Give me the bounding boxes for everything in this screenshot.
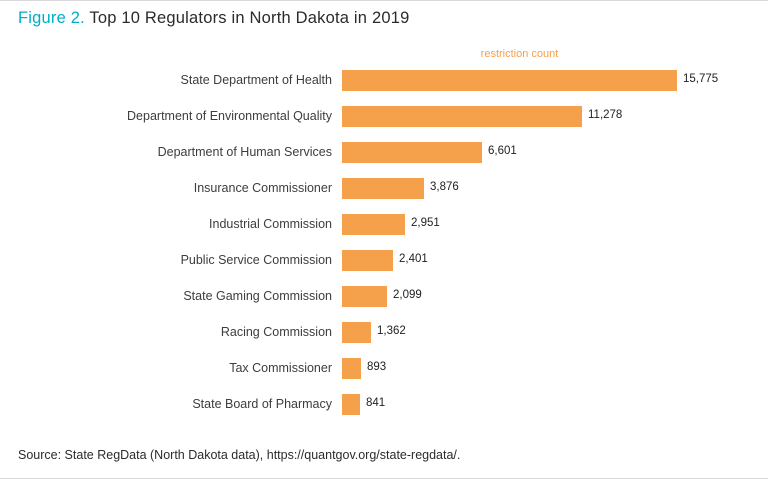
- category-label: Tax Commissioner: [229, 361, 332, 375]
- bar-value-label: 2,099: [393, 289, 422, 301]
- bar: [342, 321, 371, 343]
- category-label: Public Service Commission: [180, 253, 332, 267]
- bar: [342, 285, 387, 307]
- bar-value-label: 2,951: [411, 217, 440, 229]
- category-label: Racing Commission: [220, 325, 332, 339]
- bar-row: State Board of Pharmacy 841: [0, 386, 768, 422]
- bar-area: 1,362: [342, 321, 768, 343]
- bar-area: 2,099: [342, 285, 768, 307]
- bar: [342, 213, 405, 235]
- figure-title-text: Top 10 Regulators in North Dakota in 201…: [84, 9, 410, 27]
- bar: [342, 105, 582, 127]
- category-label: State Department of Health: [180, 73, 332, 87]
- bar-area: 893: [342, 357, 768, 379]
- bar-value-label: 1,362: [377, 325, 406, 337]
- bar-area: 6,601: [342, 141, 768, 163]
- figure-number-label: Figure 2.: [18, 9, 85, 27]
- bar-area: 841: [342, 393, 768, 415]
- bar-value-label: 2,401: [399, 253, 428, 265]
- bar-value-label: 6,601: [488, 145, 517, 157]
- bar-row: Industrial Commission 2,951: [0, 206, 768, 242]
- bar: [342, 393, 360, 415]
- category-label: State Gaming Commission: [183, 289, 332, 303]
- bar: [342, 357, 361, 379]
- category-label: State Board of Pharmacy: [192, 397, 332, 411]
- bar: [342, 69, 677, 91]
- bar-row: Tax Commissioner 893: [0, 350, 768, 386]
- bar-value-label: 3,876: [430, 181, 459, 193]
- bar-row: Department of Human Services 6,601: [0, 134, 768, 170]
- bar-value-label: 893: [367, 361, 387, 373]
- source-note: Source: State RegData (North Dakota data…: [18, 448, 461, 462]
- category-label: Department of Environmental Quality: [127, 109, 332, 123]
- bar-area: 15,775: [342, 69, 768, 91]
- bar-row: Insurance Commissioner 3,876: [0, 170, 768, 206]
- bar-chart: State Department of Health 15,775 Departme…: [0, 62, 768, 422]
- figure-title: Figure 2. Top 10 Regulators in North Dak…: [18, 9, 409, 28]
- bar-value-label: 15,775: [683, 73, 719, 85]
- bar-area: 3,876: [342, 177, 768, 199]
- bar-value-label: 841: [366, 397, 386, 409]
- axis-label-restriction-count: restriction count: [480, 48, 559, 60]
- bar-row: Racing Commission 1,362: [0, 314, 768, 350]
- category-label: Insurance Commissioner: [193, 181, 332, 195]
- category-label: Department of Human Services: [157, 145, 332, 159]
- bar-row: State Gaming Commission 2,099: [0, 278, 768, 314]
- bar-value-label: 11,278: [588, 109, 623, 121]
- bar-area: 2,401: [342, 249, 768, 271]
- bar: [342, 141, 482, 163]
- bar-row: State Department of Health 15,775: [0, 62, 768, 98]
- category-label: Industrial Commission: [209, 217, 332, 231]
- bar-row: Department of Environmental Quality 11,27…: [0, 98, 768, 134]
- bar-area: 2,951: [342, 213, 768, 235]
- bar: [342, 177, 424, 199]
- bar: [342, 249, 393, 271]
- bar-row: Public Service Commission 2,401: [0, 242, 768, 278]
- bar-area: 11,278: [342, 105, 768, 127]
